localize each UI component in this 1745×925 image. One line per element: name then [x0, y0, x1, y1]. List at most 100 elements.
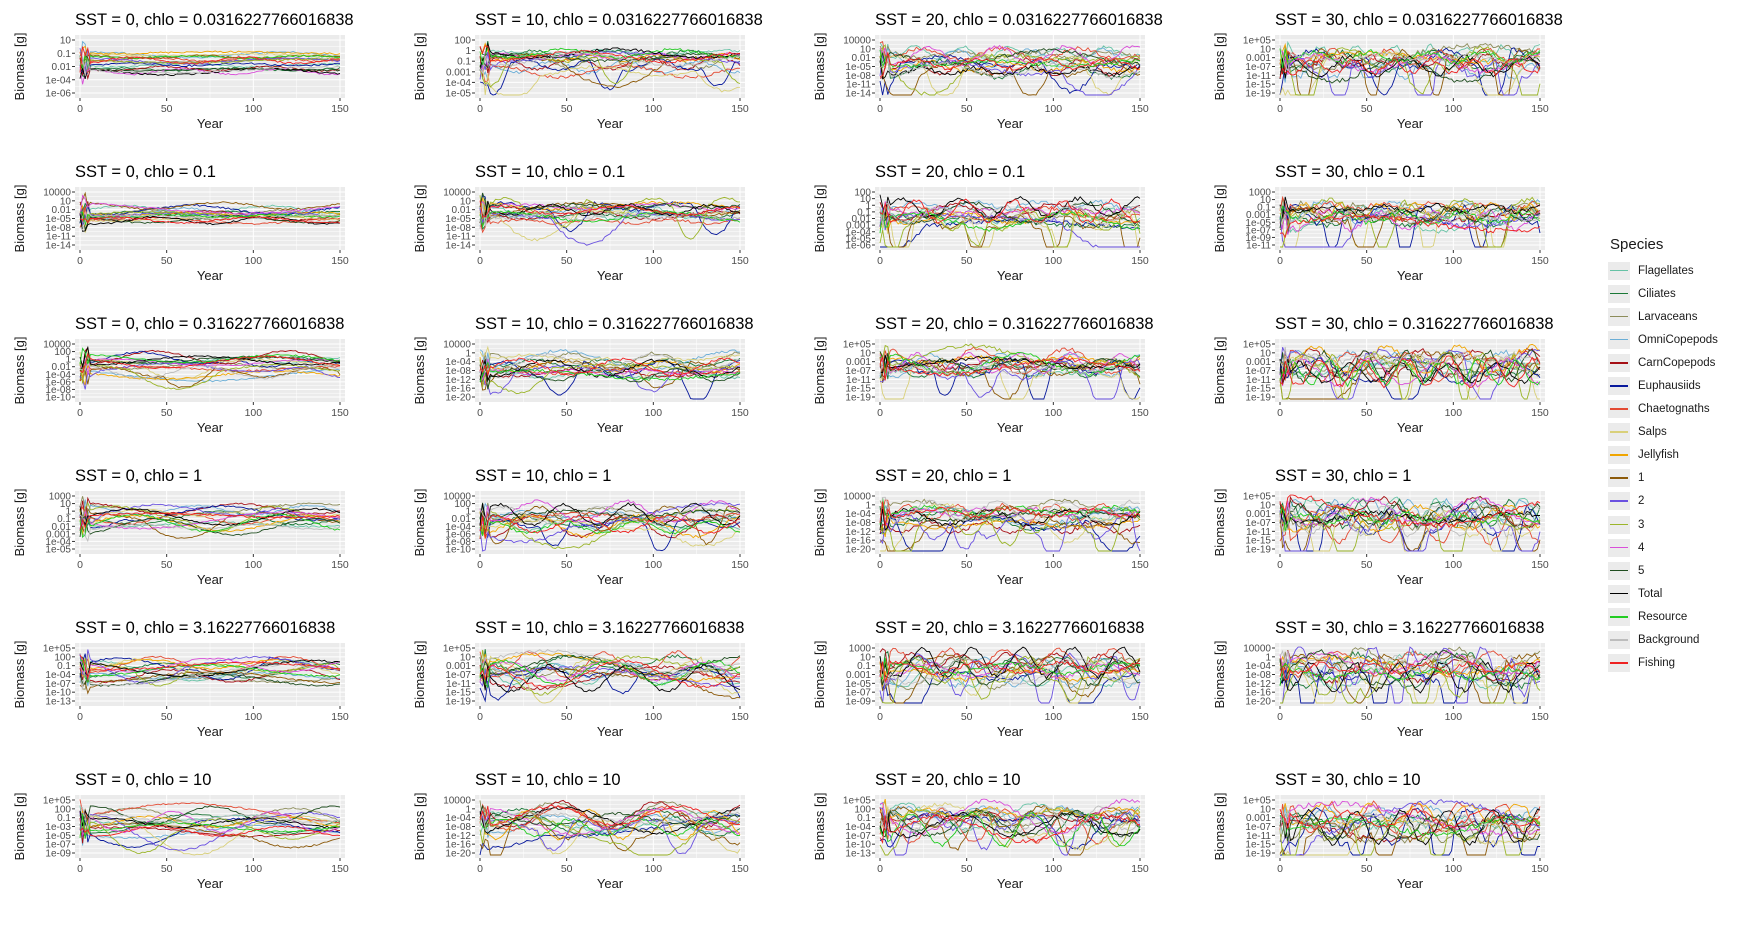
y-tick-label: 10000 [843, 492, 871, 503]
y-tick-label: 100 [54, 347, 71, 358]
series-line [479, 46, 741, 66]
legend-item: CarnCopepods [1608, 351, 1740, 374]
y-tick-label: 1e-04 [45, 537, 71, 548]
series-lines [79, 496, 341, 543]
facet-panel: SST = 30, chlo = 0.0316227766016838 Bioma… [1212, 11, 1563, 131]
panel-title: SST = 10, chlo = 0.1 [475, 163, 625, 181]
y-tick-label: 0.01 [52, 205, 72, 216]
series-line [479, 807, 741, 837]
series-line [1279, 199, 1541, 228]
y-tick-label: 10 [1260, 500, 1272, 511]
series-line [479, 811, 741, 836]
x-tick-label: 0 [77, 863, 83, 875]
y-tick-label: 100 [854, 188, 871, 199]
series-lines [1279, 799, 1541, 856]
series-line [879, 198, 1141, 224]
series-line [1279, 497, 1541, 526]
legend-label: 3 [1638, 518, 1645, 531]
series-lines [479, 41, 741, 96]
y-tick-label: 1e-04 [445, 522, 471, 533]
facet-panel: SST = 30, chlo = 3.16227766016838 Biomass… [1212, 619, 1549, 739]
x-tick-label: 150 [331, 103, 349, 115]
series-line [79, 807, 341, 831]
series-line [479, 808, 741, 841]
series-line [879, 668, 1141, 704]
series-line [79, 818, 341, 854]
y-axis-label: Biomass [g] [12, 641, 27, 709]
series-lines [1279, 343, 1541, 400]
series-line [1279, 506, 1541, 552]
legend-key [1608, 654, 1630, 673]
x-tick-label: 0 [77, 559, 83, 571]
y-tick-label: 1e-14 [445, 241, 471, 252]
legend-title: Species [1610, 236, 1664, 253]
y-tick-label: 100 [54, 804, 71, 815]
panel-title: SST = 10, chlo = 0.0316227766016838 [475, 11, 763, 29]
y-axis-label: Biomass [g] [1212, 185, 1227, 253]
legend-key [1608, 284, 1630, 303]
x-tick-label: 150 [731, 103, 749, 115]
x-tick-label: 150 [1131, 407, 1149, 419]
y-tick-label: 1e-11 [1246, 241, 1271, 252]
y-axis-label: Biomass [g] [812, 185, 827, 253]
series-line [1279, 649, 1541, 704]
x-axis-label: Year [997, 420, 1024, 435]
y-tick-label: 1e-06 [45, 89, 71, 100]
y-tick-label: 1e-15 [445, 688, 471, 699]
series-line [1279, 50, 1541, 76]
series-line [79, 664, 340, 690]
y-tick-label: 1 [465, 804, 471, 815]
series-line [879, 499, 1141, 522]
legend-item: 3 [1608, 513, 1740, 536]
x-tick-label: 150 [1131, 863, 1149, 875]
series-line [79, 818, 341, 846]
y-tick-label: 1e-19 [445, 697, 471, 708]
series-line [479, 511, 741, 533]
series-line [1279, 206, 1541, 224]
y-tick-label: 1e+05 [43, 796, 72, 807]
series-line [79, 812, 341, 848]
y-tick-label: 0.001 [846, 221, 871, 232]
facet-panel: SST = 30, chlo = 0.316227766016838 Biomas… [1212, 315, 1554, 435]
legend-key [1608, 353, 1630, 372]
x-tick-label: 150 [331, 711, 349, 723]
series-line [1279, 498, 1541, 530]
legend-key [1608, 400, 1630, 419]
series-lines [879, 194, 1141, 248]
facet-panel: SST = 0, chlo = 3.16227766016838 Biomass … [12, 619, 349, 739]
x-tick-label: 50 [961, 559, 973, 571]
x-tick-label: 100 [645, 407, 663, 419]
y-tick-label: 1e-06 [845, 241, 871, 252]
y-tick-label: 1e-11 [46, 232, 71, 243]
x-tick-label: 150 [731, 559, 749, 571]
x-tick-label: 150 [331, 255, 349, 267]
y-axis-label: Biomass [g] [412, 337, 427, 405]
y-axis-label: Biomass [g] [812, 641, 827, 709]
series-line [79, 811, 341, 851]
y-tick-label: 1e-19 [845, 393, 871, 404]
series-line [879, 805, 1141, 856]
y-tick-label: 1e-04 [45, 370, 71, 381]
series-line [479, 208, 741, 246]
series-line [1279, 56, 1541, 84]
series-line [479, 345, 741, 382]
series-line [79, 345, 341, 367]
series-line [1279, 214, 1541, 239]
facet-panel: SST = 10, chlo = 0.1 Biomass [g] 10000100.… [412, 163, 749, 283]
series-lines [879, 496, 1141, 552]
series-line [79, 805, 341, 826]
x-tick-label: 150 [1131, 103, 1149, 115]
series-line [879, 212, 1141, 229]
y-tick-label: 1e+05 [1243, 340, 1272, 351]
y-tick-label: 1e-03 [45, 822, 71, 833]
y-tick-label: 1e-16 [845, 536, 871, 547]
series-line [1279, 662, 1541, 687]
y-tick-label: 1e-07 [445, 670, 471, 681]
y-tick-label: 0.1 [857, 813, 871, 824]
series-line [879, 798, 1141, 824]
y-tick-label: 10 [460, 652, 472, 663]
y-tick-label: 1e+05 [1243, 492, 1272, 503]
x-tick-label: 100 [1445, 559, 1463, 571]
